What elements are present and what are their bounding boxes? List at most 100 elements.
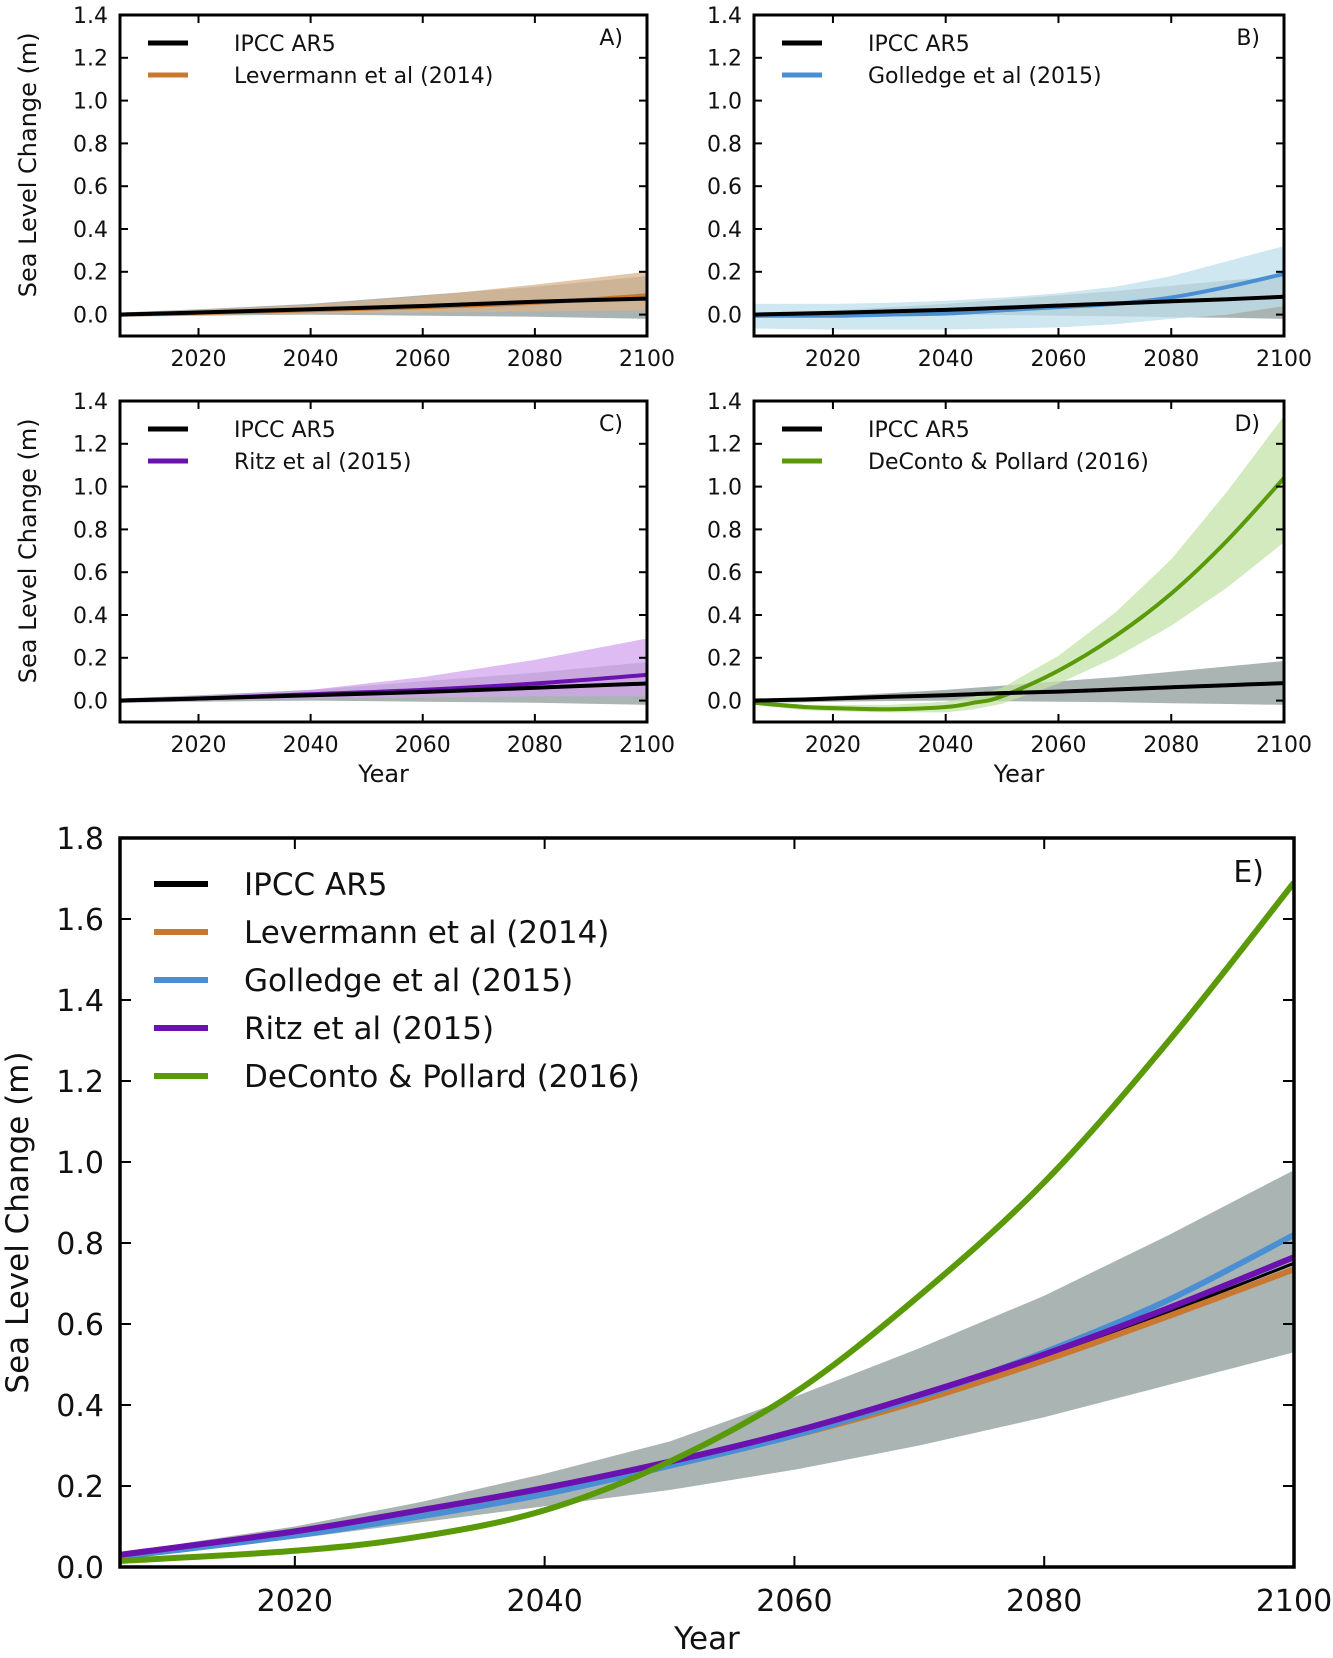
x-tick-label: 2100: [619, 733, 675, 758]
series-line-ipcc-ar5: [120, 681, 647, 703]
axes-frame: [118, 836, 1296, 1569]
x-tick-label: 2020: [805, 733, 861, 758]
y-tick-label: 0.8: [73, 518, 108, 543]
y-tick-label: 1.2: [73, 47, 108, 72]
y-tick-label: 0.0: [707, 690, 742, 715]
panel-d: 2020 2040 2060 2080 2100 0.0 0.2 0.4 0.6 0.8 1.0 1.…: [707, 390, 1312, 788]
y-tick-label: 1.4: [73, 390, 108, 415]
y-tick-label: 0.0: [707, 304, 742, 329]
legend-label: Ritz et al (2015): [234, 450, 411, 475]
panel-label: D): [1234, 412, 1260, 437]
legend-label: Ritz et al (2015): [244, 1011, 494, 1047]
panel-a: 2020 2040 2060 2080 2100 0.0 0.2 0.4 0.6 0.8 1.0 1.…: [14, 4, 675, 372]
y-tick-label: 1.0: [73, 476, 108, 501]
y-tick-label: 1.4: [73, 4, 108, 29]
series-line-deconto-pollard-2016: [120, 880, 1294, 1564]
y-tick-label: 1.0: [707, 90, 742, 115]
x-tick-label: 2040: [283, 733, 339, 758]
legend-item: DeConto & Pollard (2016): [782, 450, 1149, 475]
panel-label: C): [599, 412, 623, 437]
legend-item: Levermann et al (2014): [148, 64, 493, 89]
series-line-ipcc-ar5: [754, 294, 1284, 317]
legend: IPCC AR5 Levermann et al (2014): [148, 32, 493, 89]
series-line-golledge-et-al-2015: [120, 1232, 1294, 1560]
legend-item: DeConto & Pollard (2016): [154, 1059, 640, 1095]
series-line-ritz-et-al-2015: [120, 1254, 1294, 1558]
y-tick-label: 0.6: [73, 175, 108, 200]
x-tick-label: 2060: [395, 347, 451, 372]
x-tick-label: 2040: [918, 733, 974, 758]
x-tick-label: 2100: [1256, 347, 1312, 372]
series-line-ipcc-ar5: [120, 296, 647, 317]
x-tick-label: 2040: [283, 347, 339, 372]
y-tick-label: 0.0: [56, 1551, 104, 1586]
uncertainty-band-ipcc: [120, 1170, 1294, 1557]
y-tick-label: 0.2: [707, 647, 742, 672]
y-tick-label: 0.6: [707, 561, 742, 586]
legend-item: Ritz et al (2015): [154, 1011, 494, 1047]
y-tick-label: 0.6: [707, 175, 742, 200]
legend-label: DeConto & Pollard (2016): [244, 1059, 640, 1095]
legend-label: IPCC AR5: [868, 418, 970, 443]
panel-b: 2020 2040 2060 2080 2100 0.0 0.2 0.4 0.6 0.8 1.0 1.…: [707, 4, 1312, 372]
series-line-deconto-pollard-2016: [754, 476, 1284, 712]
legend-label: IPCC AR5: [234, 32, 336, 57]
x-tick-label: 2100: [1256, 733, 1312, 758]
x-tick-label: 2040: [506, 1584, 582, 1619]
x-axis-title: Year: [993, 760, 1045, 788]
series-line-ipcc-ar5: [754, 681, 1284, 703]
legend-item: IPCC AR5: [148, 32, 336, 57]
y-tick-label: 0.0: [73, 304, 108, 329]
x-tick-label: 2060: [756, 1584, 832, 1619]
x-tick-label: 2100: [619, 347, 675, 372]
panel-label: E): [1233, 855, 1264, 890]
legend-label: IPCC AR5: [234, 418, 336, 443]
y-tick-label: 0.8: [73, 132, 108, 157]
x-tick-label: 2060: [1030, 347, 1086, 372]
x-tick-label: 2020: [805, 347, 861, 372]
y-axis-title: Sea Level Change (m): [14, 32, 42, 297]
x-tick-label: 2080: [1006, 1584, 1082, 1619]
y-tick-label: 0.6: [73, 561, 108, 586]
y-tick-label: 1.6: [56, 903, 104, 938]
x-tick-label: 2020: [170, 733, 226, 758]
x-tick-label: 2080: [1143, 347, 1199, 372]
x-tick-label: 2060: [395, 733, 451, 758]
legend: IPCC AR5 DeConto & Pollard (2016): [782, 418, 1149, 475]
plot-area: [754, 246, 1284, 330]
y-tick-label: 1.4: [707, 4, 742, 29]
legend-item: IPCC AR5: [148, 418, 336, 443]
y-tick-label: 0.8: [707, 518, 742, 543]
legend-item: Golledge et al (2015): [154, 963, 573, 999]
y-tick-label: 0.4: [73, 604, 108, 629]
legend-label: DeConto & Pollard (2016): [868, 450, 1149, 475]
y-tick-label: 0.0: [73, 690, 108, 715]
legend-label: IPCC AR5: [244, 867, 387, 903]
x-tick-label: 2080: [1143, 733, 1199, 758]
plot-area: [120, 271, 647, 319]
legend-item: Golledge et al (2015): [782, 64, 1102, 89]
panel-label: B): [1236, 26, 1260, 51]
legend-item: IPCC AR5: [782, 418, 970, 443]
y-tick-label: 0.4: [707, 218, 742, 243]
y-tick-label: 1.2: [73, 433, 108, 458]
uncertainty-band-model: [754, 246, 1284, 330]
y-tick-label: 0.8: [56, 1227, 104, 1262]
axes-frame: [118, 13, 649, 338]
y-tick-label: 0.8: [707, 132, 742, 157]
y-tick-label: 0.4: [707, 604, 742, 629]
legend: IPCC AR5 Golledge et al (2015): [782, 32, 1102, 89]
legend-label: IPCC AR5: [868, 32, 970, 57]
legend-label: Golledge et al (2015): [868, 64, 1102, 89]
y-tick-label: 1.2: [707, 47, 742, 72]
y-tick-label: 0.2: [73, 261, 108, 286]
x-tick-label: 2080: [507, 733, 563, 758]
series-line-golledge-et-al-2015: [754, 271, 1284, 318]
y-tick-label: 1.0: [73, 90, 108, 115]
x-tick-label: 2020: [170, 347, 226, 372]
y-tick-label: 0.2: [707, 261, 742, 286]
legend: IPCC AR5 Levermann et al (2014) Golledge e…: [154, 867, 640, 1095]
panel-label: A): [599, 26, 623, 51]
x-tick-label: 2060: [1030, 733, 1086, 758]
uncertainty-band-model: [754, 416, 1284, 713]
